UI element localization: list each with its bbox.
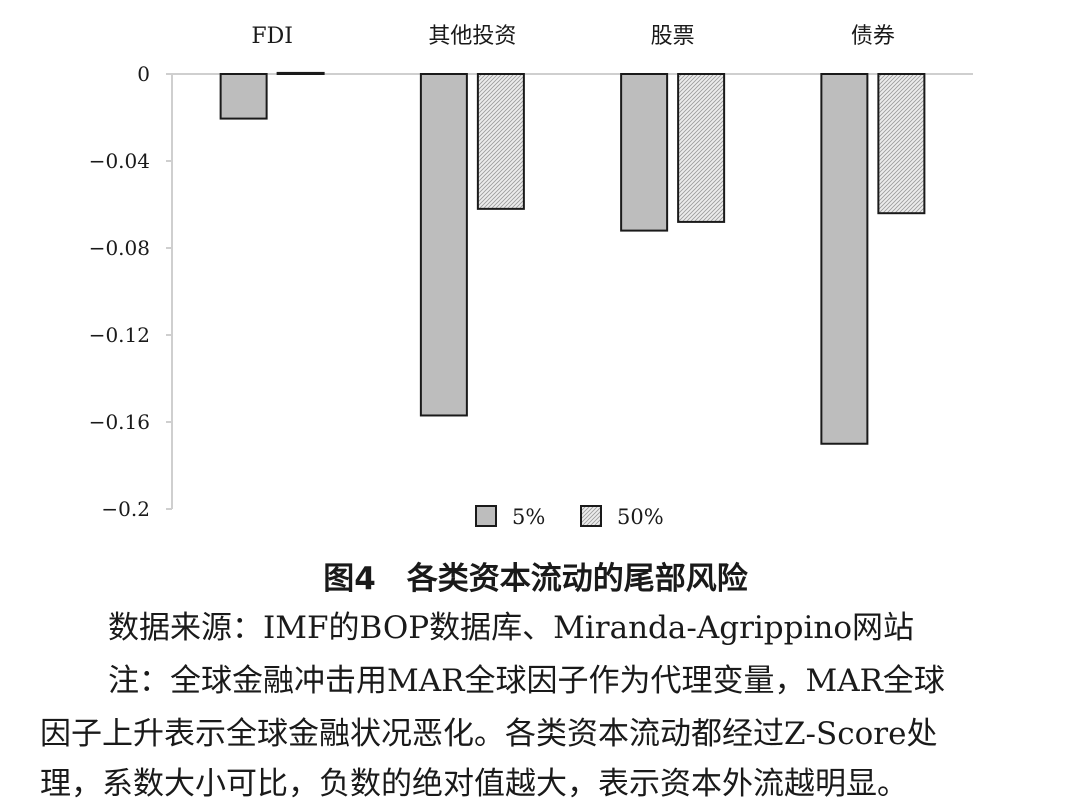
note-line: 因子上升表示全球金融状况恶化。各类资本流动都经过Z-Score处: [40, 716, 938, 752]
bar-series-1: [219, 73, 268, 120]
bar-series-2: [877, 73, 926, 215]
labels: 0 −0.04 −0.08 −0.12 −0.16 −0.2 FDI 其他投资 股票 债券: [89, 24, 895, 521]
legend-label: 50%: [617, 505, 664, 529]
category-label: 债券: [851, 24, 895, 49]
category-label: FDI: [251, 24, 293, 49]
legend-swatch: [580, 505, 602, 527]
category-label: 其他投资: [428, 24, 516, 49]
source-line: 数据来源：IMF的BOP数据库、Miranda-Agrippino网站: [108, 610, 915, 646]
bar-series-2: [476, 73, 525, 210]
legend-label: 5%: [512, 505, 545, 529]
note-line: 注：全球金融冲击用MAR全球因子作为代理变量，MAR全球: [108, 663, 945, 699]
note-line: 理，系数大小可比，负数的绝对值越大，表示资本外流越明显。: [40, 766, 908, 802]
y-tick-label: −0.04: [89, 149, 150, 173]
legend-swatch: [475, 505, 497, 527]
figure-title: 图4 各类资本流动的尾部风险: [323, 561, 748, 597]
bar-series-1: [820, 73, 869, 445]
bar-series-2: [276, 71, 325, 75]
y-tick-label: −0.08: [89, 236, 150, 260]
bar-series-1: [419, 73, 468, 417]
y-tick-label: 0: [137, 62, 150, 86]
bar-series-2: [677, 73, 726, 223]
y-tick-label: −0.16: [89, 410, 150, 434]
legend: 5% 50%: [475, 505, 664, 529]
category-label: 股票: [651, 24, 695, 49]
bars: [219, 71, 926, 445]
bar-series-1: [620, 73, 669, 232]
y-tick-label: −0.12: [89, 323, 150, 347]
y-tick-label: −0.2: [101, 497, 150, 521]
